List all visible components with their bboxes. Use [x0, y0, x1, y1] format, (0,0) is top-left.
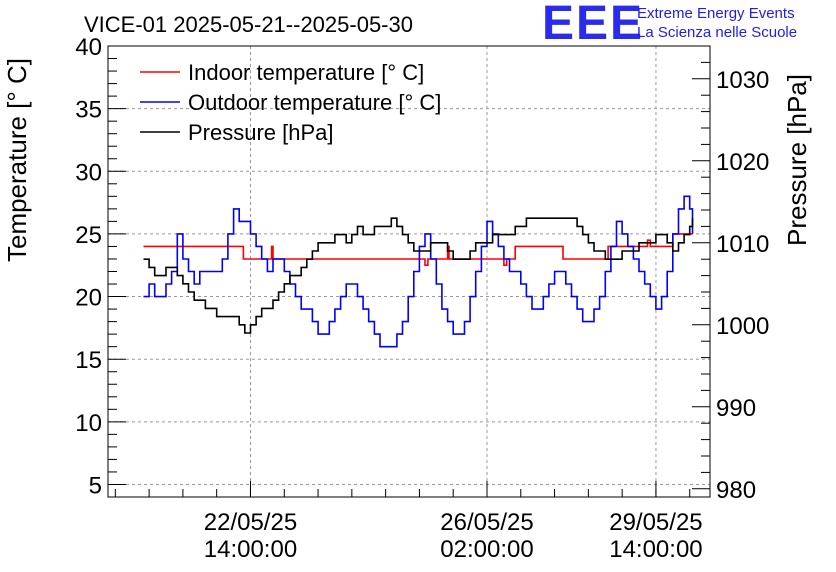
- legend-label-2: Outdoor temperature [° C]: [188, 90, 441, 115]
- y2-tick-label: 1030: [716, 67, 769, 94]
- y2-tick-label: 1020: [716, 149, 769, 176]
- logo-line-1: Extreme Energy Events: [637, 5, 795, 22]
- y-tick-label: 30: [75, 159, 102, 186]
- x-tick-label-time: 14:00:00: [204, 536, 297, 563]
- y-tick-label: 25: [75, 222, 102, 249]
- y2-tick-label: 990: [716, 395, 756, 422]
- series-line-2: [143, 195, 694, 348]
- chart-title: VICE-01 2025-05-21--2025-05-30: [84, 12, 413, 37]
- y2-tick-label: 1000: [716, 313, 769, 340]
- legend-label-1: Indoor temperature [° C]: [188, 60, 424, 85]
- legend-label-3: Pressure [hPa]: [188, 120, 334, 145]
- eee-logo-text: Extreme Energy Events La Scienza nelle S…: [637, 4, 797, 42]
- y2-tick-label: 980: [716, 477, 756, 504]
- y-tick-label: 40: [75, 34, 102, 61]
- y-tick-label: 20: [75, 285, 102, 312]
- y-tick-label: 35: [75, 97, 102, 124]
- legend: Indoor temperature [° C] Outdoor temperat…: [140, 60, 441, 145]
- eee-logo-mark: EEE: [542, 0, 645, 50]
- x-tick-label-time: 02:00:00: [440, 536, 533, 563]
- axes: 5 10 15 20 25 30 35 40 980 990 1000 1010 1020 1030 22/…: [75, 34, 769, 563]
- x-tick-label-date: 26/05/25: [440, 509, 533, 536]
- logo-line-2: La Scienza nelle Scuole: [637, 24, 798, 41]
- y2-tick-label: 1010: [716, 231, 769, 258]
- y-tick-label: 15: [75, 347, 102, 374]
- x-tick-label-date: 29/05/25: [609, 509, 702, 536]
- y-tick-label: 5: [89, 472, 102, 499]
- series-line-3: [143, 217, 694, 334]
- y-axis-label: Temperature [° C]: [2, 58, 32, 262]
- series-layer: [143, 195, 694, 348]
- x-tick-label-time: 14:00:00: [609, 536, 702, 563]
- y-tick-label: 10: [75, 410, 102, 437]
- x-tick-label-date: 22/05/25: [204, 509, 297, 536]
- y2-axis-label: Pressure [hPa]: [782, 74, 812, 246]
